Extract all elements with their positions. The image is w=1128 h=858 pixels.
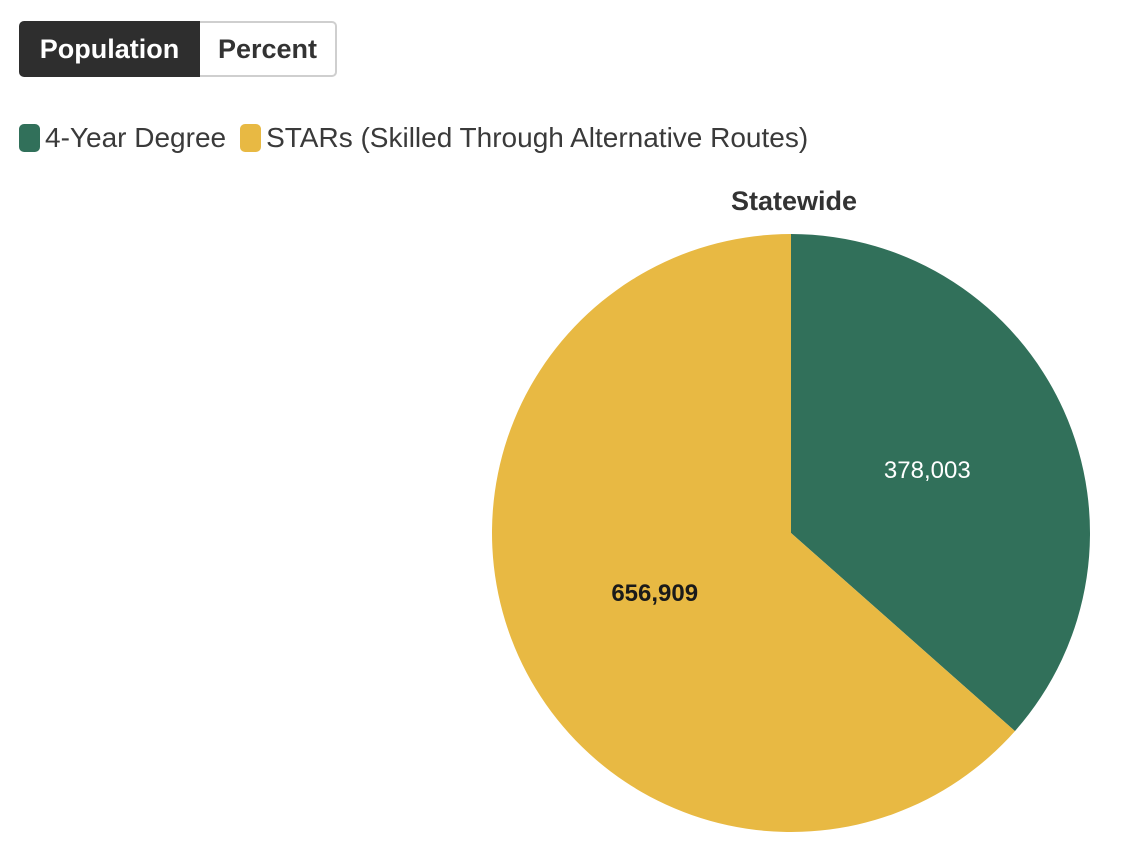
metric-toggle: Population Percent: [19, 21, 337, 77]
legend-label-stars: STARs (Skilled Through Alternative Route…: [266, 122, 809, 153]
population-toggle-button[interactable]: Population: [19, 21, 200, 77]
percent-toggle-button[interactable]: Percent: [200, 21, 337, 77]
legend-item-stars[interactable]: STARs (Skilled Through Alternative Route…: [240, 122, 808, 154]
pie-slice-stars[interactable]: [491, 234, 1015, 832]
pie-label-stars: 656,909: [611, 580, 698, 607]
legend-swatch-four-year-degree: [19, 124, 40, 152]
pie-label-four-year-degree: 378,003: [884, 457, 971, 484]
chart-legend: 4-Year Degree STARs (Skilled Through Alt…: [19, 118, 822, 158]
pie-slice-four-year-degree[interactable]: [791, 234, 1090, 732]
chart-title: Statewide: [730, 186, 858, 216]
legend-swatch-stars: [240, 124, 262, 152]
legend-item-four-year-degree[interactable]: 4-Year Degree: [19, 122, 226, 154]
legend-label-four-year-degree: 4-Year Degree: [45, 122, 227, 153]
